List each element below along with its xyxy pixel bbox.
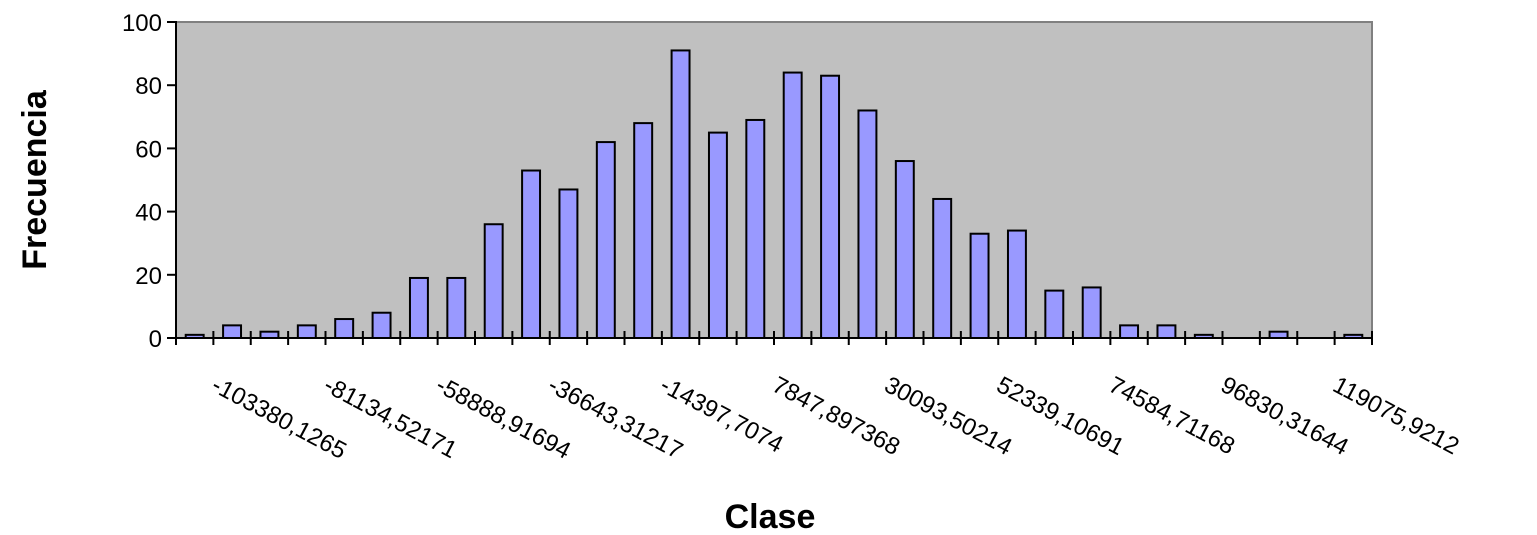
bar	[521, 169, 542, 339]
bar	[483, 223, 504, 340]
bar	[1156, 324, 1177, 339]
bar	[894, 160, 915, 339]
y-tick-label: 20	[135, 263, 162, 290]
bar	[782, 71, 803, 339]
x-tick-group	[175, 331, 1373, 345]
bar	[932, 197, 953, 339]
x-tick-label: 7847,897368	[768, 371, 904, 461]
y-tick-label: 100	[122, 10, 162, 37]
bars-group	[184, 49, 1364, 340]
x-tick-label: 52339,10691	[992, 371, 1128, 461]
bar	[745, 118, 766, 339]
bar	[558, 188, 579, 339]
bar	[371, 311, 392, 340]
bar	[334, 318, 355, 340]
y-tick-label: 0	[149, 326, 162, 353]
y-tick-group: 0 20 40 60 80 100	[122, 10, 176, 353]
y-tick-label: 80	[135, 73, 162, 100]
bar	[670, 49, 691, 339]
bar	[446, 276, 467, 339]
x-axis-title: Clase	[725, 498, 816, 535]
y-axis-title: Frecuencia	[16, 89, 54, 270]
x-tick-label: 74584,71168	[1104, 371, 1239, 460]
bar	[707, 131, 728, 339]
bar	[1119, 324, 1140, 339]
bar	[857, 109, 878, 340]
bar	[1044, 289, 1065, 340]
plot-area	[175, 21, 1373, 339]
y-tick-label: 40	[135, 200, 162, 227]
x-tick-label: 96830,31644	[1216, 371, 1352, 461]
bar	[222, 324, 243, 339]
bar	[1081, 286, 1102, 340]
bar	[595, 141, 616, 339]
bar	[820, 74, 841, 339]
x-label-group: -103380,1265-81134,52171-58888,91694-366…	[207, 371, 1463, 464]
bar	[969, 232, 990, 339]
bar	[296, 324, 317, 339]
bar	[633, 122, 654, 340]
y-tick-label: 60	[135, 136, 162, 163]
bar	[408, 276, 429, 339]
x-tick-label: 30093,50214	[880, 371, 1016, 461]
x-tick-label: 119075,9212	[1328, 371, 1463, 460]
bar	[1006, 229, 1027, 339]
